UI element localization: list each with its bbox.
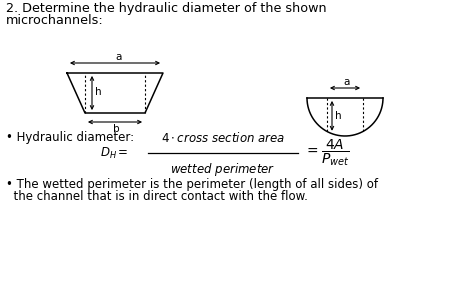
Text: a: a	[116, 52, 122, 62]
Text: $4 \cdot \mathit{cross\ section\ area}$: $4 \cdot \mathit{cross\ section\ area}$	[161, 131, 285, 145]
Text: $=\dfrac{4A}{P_{wet}}$: $=\dfrac{4A}{P_{wet}}$	[304, 138, 349, 168]
Text: h: h	[335, 111, 342, 121]
Text: 2. Determine the hydraulic diameter of the shown: 2. Determine the hydraulic diameter of t…	[6, 2, 327, 15]
Text: h: h	[95, 87, 101, 97]
Text: b: b	[113, 124, 119, 134]
Text: • The wetted perimeter is the perimeter (length of all sides) of: • The wetted perimeter is the perimeter …	[6, 178, 378, 191]
Text: $\mathit{wetted\ perimeter}$: $\mathit{wetted\ perimeter}$	[170, 161, 276, 178]
Text: the channel that is in direct contact with the flow.: the channel that is in direct contact wi…	[6, 190, 308, 203]
Text: $D_H =$: $D_H =$	[100, 145, 128, 160]
Text: a: a	[344, 77, 350, 87]
Text: • Hydraulic diameter:: • Hydraulic diameter:	[6, 131, 134, 144]
Text: microchannels:: microchannels:	[6, 14, 104, 27]
